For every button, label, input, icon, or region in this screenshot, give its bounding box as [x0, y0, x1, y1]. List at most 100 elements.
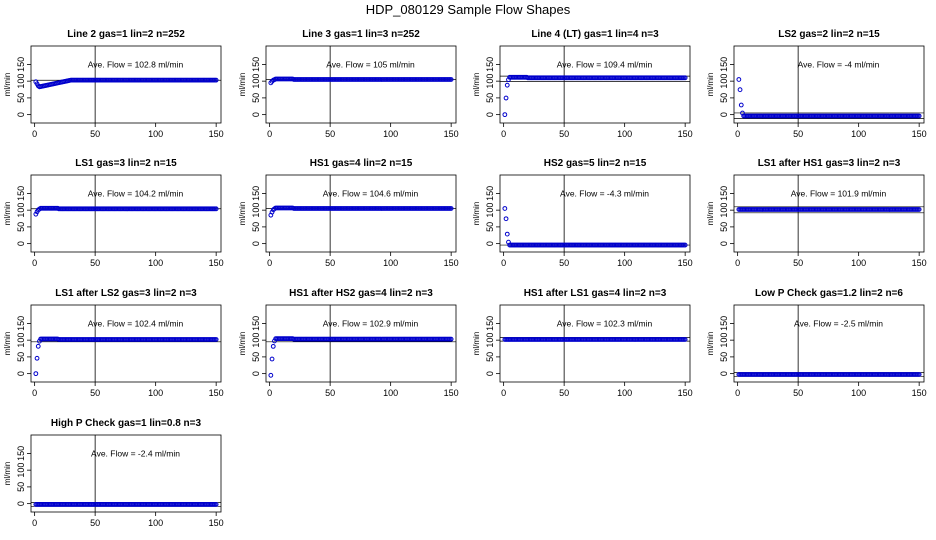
- data-point: [448, 206, 454, 211]
- x-tick-label: 50: [325, 129, 335, 139]
- average-flow-annotation: Ave. Flow = -4 ml/min: [798, 60, 880, 70]
- x-tick-label: 50: [325, 388, 335, 398]
- plot-frame: [265, 174, 457, 253]
- y-axis-label: ml/min: [238, 202, 247, 226]
- y-axis-label: ml/min: [472, 332, 481, 356]
- plot-frame: [733, 45, 925, 124]
- y-axis-label: ml/min: [472, 202, 481, 226]
- panel: HS1 gas=4 lin=2 n=15 0 50 100 150 0 50 100 150 ml…: [238, 158, 459, 268]
- panel-title: Line 4 (LT) gas=1 lin=4 n=3: [531, 29, 659, 40]
- y-tick-label: 50: [485, 93, 495, 103]
- y-tick-label: 150: [16, 186, 26, 201]
- data-point: [916, 207, 922, 212]
- x-tick-label: 150: [209, 388, 224, 398]
- data-point: [737, 87, 743, 93]
- data-point: [448, 336, 454, 342]
- data-point: [916, 372, 922, 377]
- x-tick-label: 150: [209, 518, 224, 528]
- x-tick-label: 150: [209, 258, 224, 268]
- data-point: [502, 112, 508, 118]
- panel-title: HS2 gas=5 lin=2 n=15: [544, 158, 647, 169]
- x-tick-label: 50: [325, 258, 335, 268]
- panel: Line 4 (LT) gas=1 lin=4 n=3 0 50 100 150 0 50 1…: [472, 29, 693, 139]
- average-flow-annotation: Ave. Flow = 109.4 ml/min: [557, 60, 653, 70]
- panel-title: LS1 gas=3 lin=2 n=15: [75, 158, 177, 169]
- data-point: [33, 211, 39, 217]
- panel: HS1 after LS1 gas=4 lin=2 n=3 0 50 100 150 0 5…: [472, 288, 693, 398]
- data-points: [736, 372, 922, 377]
- data-point: [682, 337, 688, 342]
- data-point: [504, 82, 510, 88]
- x-tick-label: 150: [912, 129, 927, 139]
- x-tick-label: 0: [32, 129, 37, 139]
- plot-frame: [733, 174, 925, 253]
- panel-title: LS1 after LS2 gas=3 lin=2 n=3: [55, 288, 197, 299]
- x-tick-label: 150: [444, 258, 459, 268]
- data-point: [502, 206, 508, 211]
- y-tick-label: 0: [485, 112, 495, 117]
- y-tick-label: 150: [16, 57, 26, 72]
- x-tick-label: 100: [617, 129, 632, 139]
- x-tick-label: 50: [793, 258, 803, 268]
- panel-title: HS1 after LS1 gas=4 lin=2 n=3: [524, 288, 667, 299]
- y-tick-label: 100: [485, 203, 495, 218]
- data-point: [269, 209, 275, 215]
- data-points: [268, 76, 454, 86]
- y-tick-label: 150: [719, 316, 729, 331]
- panel-title: High P Check gas=1 lin=0.8 n=3: [51, 418, 202, 429]
- data-point: [33, 371, 39, 377]
- panel-title: Low P Check gas=1.2 lin=2 n=6: [755, 288, 903, 299]
- plot-frame: [499, 304, 691, 383]
- y-tick-label: 0: [719, 241, 729, 246]
- panel: High P Check gas=1 lin=0.8 n=3 0 50 100 150 0…: [3, 418, 224, 528]
- y-axis-label: ml/min: [706, 332, 715, 356]
- average-flow-annotation: Ave. Flow = -2.4 ml/min: [91, 449, 180, 459]
- y-tick-label: 0: [719, 371, 729, 376]
- y-tick-label: 50: [719, 93, 729, 103]
- x-tick-label: 100: [148, 388, 163, 398]
- x-tick-label: 0: [735, 258, 740, 268]
- data-point: [270, 343, 276, 349]
- panel: LS2 gas=2 lin=2 n=15 0 50 100 150 0 50 100 150 ml…: [706, 29, 927, 139]
- x-tick-label: 100: [851, 258, 866, 268]
- data-point: [506, 77, 511, 83]
- data-point: [213, 337, 219, 342]
- y-tick-label: 100: [16, 74, 26, 89]
- panel-grid: Line 2 gas=1 lin=2 n=252 0 50 100 150 0 50 100 1…: [3, 29, 927, 528]
- y-axis-label: ml/min: [238, 332, 247, 356]
- y-tick-label: 50: [485, 352, 495, 362]
- panel: LS1 after LS2 gas=3 lin=2 n=3 0 50 100 150 0 5…: [3, 288, 224, 398]
- data-point: [503, 95, 509, 101]
- x-tick-label: 100: [617, 388, 632, 398]
- panel: HS2 gas=5 lin=2 n=15 0 50 100 150 0 50 100 150 ml…: [472, 158, 693, 268]
- average-flow-annotation: Ave. Flow = 102.9 ml/min: [323, 319, 419, 329]
- x-tick-label: 150: [209, 129, 224, 139]
- panel-title: LS1 after HS1 gas=3 lin=2 n=3: [758, 158, 901, 169]
- plot-frame: [265, 45, 457, 124]
- y-tick-label: 100: [719, 74, 729, 89]
- y-tick-label: 50: [251, 222, 261, 232]
- y-tick-label: 0: [485, 241, 495, 246]
- y-tick-label: 100: [16, 333, 26, 348]
- data-points: [33, 205, 219, 217]
- x-tick-label: 50: [90, 129, 100, 139]
- x-tick-label: 50: [559, 129, 569, 139]
- average-flow-annotation: Ave. Flow = -4.3 ml/min: [560, 189, 649, 199]
- plot-frame: [30, 434, 222, 513]
- data-point: [682, 75, 688, 81]
- x-tick-label: 100: [148, 258, 163, 268]
- data-points: [33, 502, 219, 507]
- data-point: [35, 343, 41, 349]
- y-axis-label: ml/min: [238, 73, 247, 97]
- data-points: [268, 205, 454, 218]
- y-tick-label: 150: [251, 57, 261, 72]
- panel-title: LS2 gas=2 lin=2 n=15: [778, 29, 880, 40]
- panel: Line 3 gas=1 lin=3 n=252 0 50 100 150 0 50 100 1…: [238, 29, 459, 139]
- x-tick-label: 100: [851, 129, 866, 139]
- x-tick-label: 150: [444, 129, 459, 139]
- x-tick-label: 150: [678, 129, 693, 139]
- x-tick-label: 100: [383, 129, 398, 139]
- x-tick-label: 50: [90, 258, 100, 268]
- y-tick-label: 0: [16, 501, 26, 506]
- average-flow-annotation: Ave. Flow = 104.6 ml/min: [323, 189, 419, 199]
